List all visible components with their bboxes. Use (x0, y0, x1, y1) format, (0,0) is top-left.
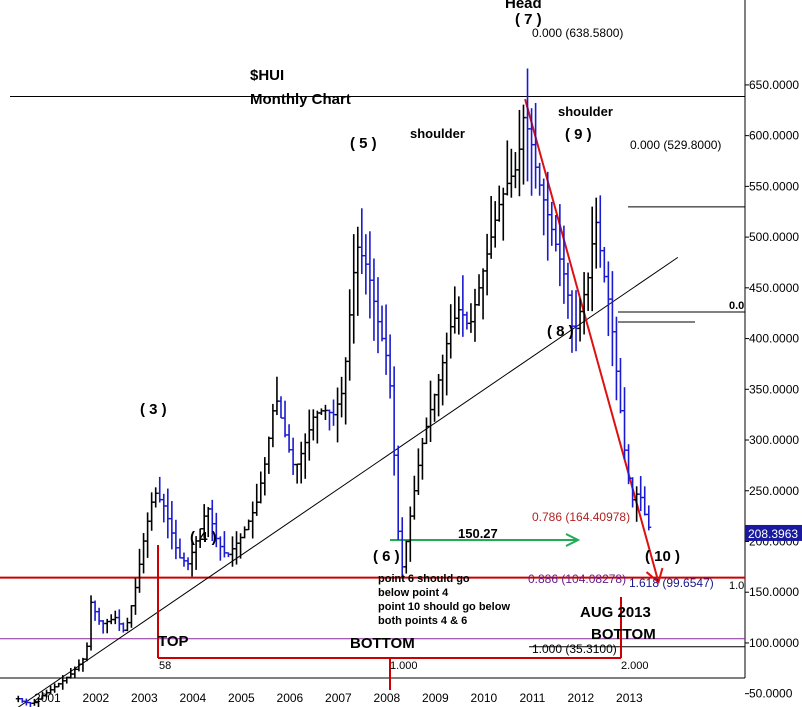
label-point-9: ( 9 ) (565, 126, 592, 143)
x-tick-label: 2006 (277, 691, 304, 705)
uptrend-line (17, 256, 679, 707)
label-point-4: ( 4 ) (190, 529, 217, 546)
label-aug-bottom: BOTTOM (591, 626, 656, 643)
y-tick-label: 400.0000 (749, 332, 799, 346)
level-shoulder-label: 0.000 (529.8000) (630, 138, 721, 152)
y-tick-label: 550.0000 (749, 179, 799, 193)
x-tick-label: 2008 (374, 691, 401, 705)
red-arrow-head (645, 567, 664, 584)
edge-label-0: 0.0 (729, 300, 744, 312)
chart-title: $HUI (250, 67, 284, 84)
level-head-label: 0.000 (638.5800) (532, 26, 623, 40)
note-line-1: point 6 should go (378, 573, 470, 585)
level-0786-label: 0.786 (164.40978) (532, 510, 630, 524)
level-base-label: 1.000 (35.3100) (532, 642, 617, 656)
label-top: TOP (158, 633, 189, 650)
y-tick-label: 350.0000 (749, 382, 799, 396)
x-tick-label: 2009 (422, 691, 449, 705)
x-tick-label: 2010 (471, 691, 498, 705)
label-58: 58 (159, 660, 171, 672)
annotations: $HUI Monthly Chart Head ( 7 ) ( 5 ) shou… (140, 0, 744, 672)
y-tick-label: 600.0000 (749, 129, 799, 143)
y-tick-label: 100.0000 (749, 636, 799, 650)
x-tick-label: 2005 (228, 691, 255, 705)
y-tick-label: 150.0000 (749, 585, 799, 599)
label-head: Head (505, 0, 542, 12)
x-tick-label: 2002 (83, 691, 110, 705)
label-point-3: ( 3 ) (140, 401, 167, 418)
ohlc-bars (15, 68, 652, 707)
label-bottom: BOTTOM (350, 635, 415, 652)
label-point-8: ( 8 ) (547, 323, 574, 340)
last-price-badge (745, 524, 802, 541)
x-tick-label: 2001 (34, 691, 61, 705)
y-tick-label: 50.0000 (749, 687, 793, 701)
y-tick-label: 500.0000 (749, 230, 799, 244)
chart-subtitle: Monthly Chart (250, 91, 351, 108)
label-point-6: ( 6 ) (373, 548, 400, 565)
note-line-3: point 10 should go below (378, 601, 510, 613)
y-tick-label: 450.0000 (749, 281, 799, 295)
label-point-10: ( 10 ) (645, 548, 680, 565)
x-tick-label: 2011 (519, 691, 545, 705)
label-2000: 2.000 (621, 660, 649, 672)
note-line-4: both points 4 & 6 (378, 615, 467, 627)
level-1618-label: 1.618 (99.6547) (629, 576, 714, 590)
edge-label-1: 1.0 (729, 580, 744, 592)
label-1000: 1.000 (390, 660, 418, 672)
x-tick-label: 2012 (568, 691, 595, 705)
level-lines (0, 95, 745, 707)
last-price-label: 208.3963 (748, 527, 798, 541)
note-line-2: below point 4 (378, 587, 449, 599)
label-aug-2013: AUG 2013 (580, 604, 651, 621)
x-tick-label: 2004 (180, 691, 207, 705)
label-shoulder-right: shoulder (558, 104, 613, 119)
y-tick-label: 250.0000 (749, 484, 799, 498)
y-tick-label: 300.0000 (749, 433, 799, 447)
green-arrow-head (565, 533, 581, 547)
y-tick-label: 650.0000 (749, 78, 799, 92)
x-tick-label: 2013 (616, 691, 643, 705)
x-tick-label: 2007 (325, 691, 352, 705)
level-0886-label: 0.886 (104.08278) (528, 572, 626, 586)
x-tick-label: 2003 (131, 691, 158, 705)
label-measure: 150.27 (458, 526, 498, 541)
label-point-5: ( 5 ) (350, 135, 377, 152)
label-shoulder-left: shoulder (410, 126, 465, 141)
label-point-7: ( 7 ) (515, 11, 542, 28)
